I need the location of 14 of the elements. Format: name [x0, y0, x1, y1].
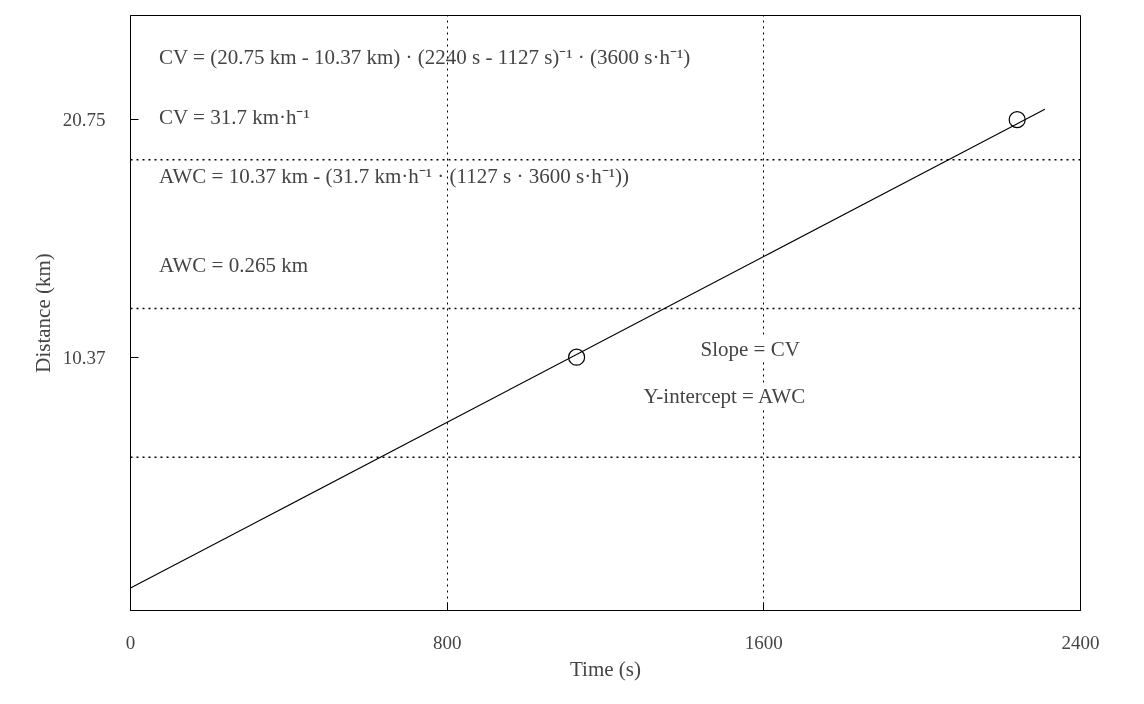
x-tick-label: 1600 [744, 631, 783, 653]
annotation: CV = (20.75 km - 10.37 km) · (2240 s - 1127 s)⁻¹ · (3600 s·h⁻¹) [159, 45, 691, 70]
annotation: AWC = 10.37 km - (31.7 km·h⁻¹ · (1127 s · 3600 s·h⁻¹)) [159, 164, 629, 189]
annotation: CV = 31.7 km·h⁻¹ [159, 104, 310, 129]
x-axis-title: Time (s) [570, 656, 642, 681]
annotation: AWC = 0.265 km [159, 253, 308, 278]
x-tick-label: 800 [432, 631, 462, 653]
y-tick-label: 20.75 [62, 109, 106, 131]
x-tick-label: 2400 [1061, 631, 1100, 653]
annotation: Y-intercept = AWC [643, 384, 806, 409]
y-tick-label: 10.37 [62, 346, 106, 368]
x-tick-label: 0 [125, 631, 136, 653]
annotation: Slope = CV [700, 336, 800, 361]
y-axis-title: Distance (km) [30, 253, 55, 373]
